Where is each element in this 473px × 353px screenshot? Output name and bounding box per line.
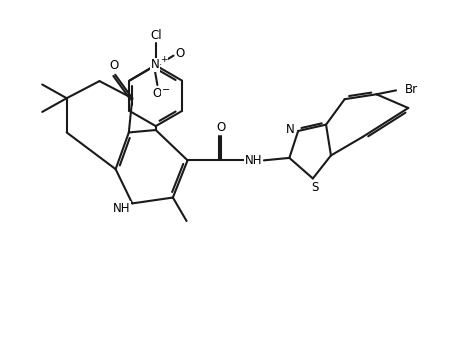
Text: +: + — [160, 55, 167, 64]
Text: Cl: Cl — [150, 29, 162, 42]
Text: NH: NH — [245, 154, 262, 167]
Text: O: O — [153, 87, 162, 100]
Text: −: − — [162, 85, 170, 95]
Text: S: S — [311, 181, 318, 194]
Text: N: N — [150, 59, 159, 71]
Text: O: O — [110, 59, 119, 72]
Text: NH: NH — [113, 202, 130, 215]
Text: O: O — [216, 121, 226, 133]
Text: N: N — [286, 122, 295, 136]
Text: O: O — [176, 47, 185, 60]
Text: Br: Br — [405, 83, 418, 96]
